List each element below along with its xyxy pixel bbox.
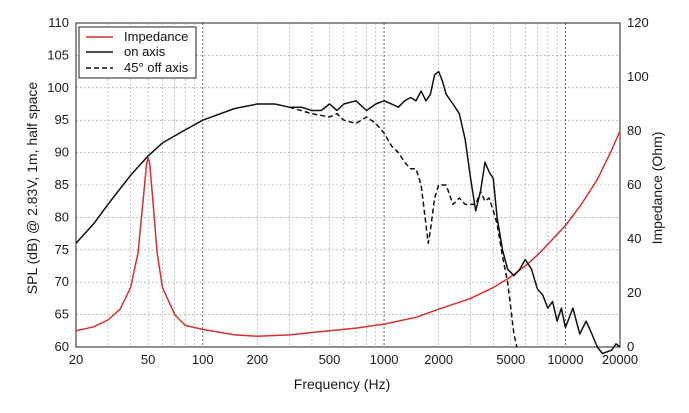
left-tick-label: 80 — [55, 209, 69, 224]
left-tick-label: 90 — [55, 145, 69, 160]
x-tick-label: 10000 — [547, 352, 583, 367]
left-tick-label: 75 — [55, 242, 69, 257]
left-axis-label: SPL (dB) @ 2.83V, 1m, half space — [24, 82, 40, 295]
left-tick-label: 60 — [55, 339, 69, 354]
left-tick-label: 95 — [55, 112, 69, 127]
series-lines — [75, 70, 621, 355]
right-tick-label: 60 — [627, 177, 641, 192]
x-tick-label: 2000 — [424, 352, 453, 367]
x-tick-label: 1000 — [370, 352, 399, 367]
legend-label-impedance: Impedance — [124, 29, 188, 44]
x-tick-label: 5000 — [496, 352, 525, 367]
right-tick-label: 80 — [627, 123, 641, 138]
x-axis-label: Frequency (Hz) — [294, 376, 390, 392]
x-tick-label: 200 — [246, 352, 268, 367]
right-axis-label: Impedance (Ohm) — [649, 132, 665, 245]
right-tick-label: 0 — [627, 339, 634, 354]
x-tick-label: 500 — [319, 352, 341, 367]
legend: Impedance on axis 45° off axis — [78, 26, 197, 79]
left-tick-label: 70 — [55, 274, 69, 289]
legend-label-on-axis: on axis — [124, 44, 166, 59]
x-tick-label: 20000 — [602, 352, 638, 367]
x-tick-label: 50 — [141, 352, 155, 367]
impedance-curve — [75, 130, 621, 337]
left-tick-label: 85 — [55, 177, 69, 192]
left-axis-ticks: 60 65 70 75 80 85 90 95 100 105 110 — [47, 15, 69, 354]
x-tick-label: 20 — [69, 352, 83, 367]
right-tick-label: 20 — [627, 285, 641, 300]
left-tick-label: 105 — [47, 47, 69, 62]
right-tick-label: 100 — [627, 69, 649, 84]
off-axis-curve — [289, 106, 518, 348]
left-tick-label: 110 — [48, 15, 69, 30]
plot-frame — [75, 22, 621, 348]
on-axis-curve — [75, 70, 621, 355]
x-axis-ticks: 20 50 100 200 500 1000 2000 5000 10000 20000 — [69, 352, 638, 367]
right-tick-label: 40 — [627, 231, 641, 246]
x-tick-label: 100 — [192, 352, 214, 367]
left-tick-label: 65 — [55, 307, 69, 322]
right-tick-label: 120 — [627, 15, 649, 30]
left-tick-label: 100 — [47, 80, 69, 95]
legend-label-off-axis: 45° off axis — [124, 60, 189, 75]
right-axis-ticks: 0 20 40 60 80 100 120 — [627, 15, 649, 354]
